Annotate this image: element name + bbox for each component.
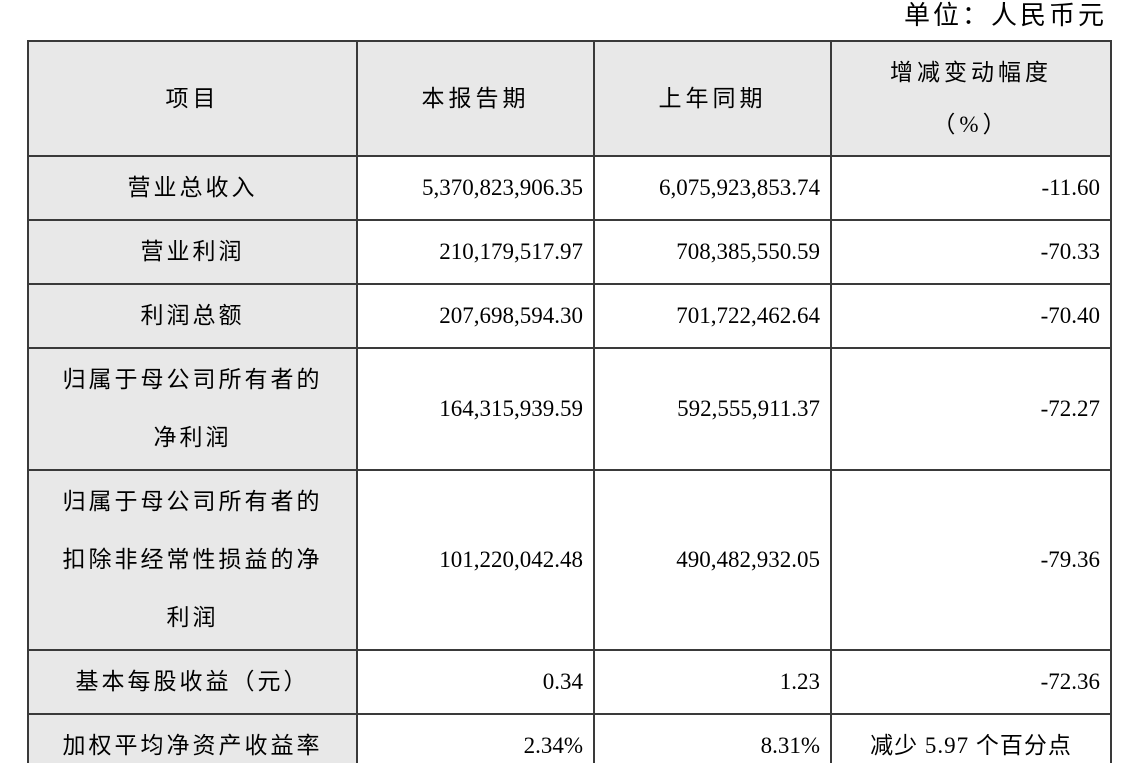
prior-period-cell: 490,482,932.05 xyxy=(593,469,832,651)
financial-summary-table: 项目 本报告期 上年同期 增减变动幅度 （%） 营业总收入 5,370,823,… xyxy=(27,40,1112,763)
prior-period-cell: 1.23 xyxy=(593,649,832,715)
change-cell: 减少 5.97 个百分点 xyxy=(830,713,1112,763)
header-row: 项目 本报告期 上年同期 增减变动幅度 （%） xyxy=(27,40,1112,157)
current-period-cell: 101,220,042.48 xyxy=(356,469,595,651)
table-row: 加权平均净资产收益率 2.34% 8.31% 减少 5.97 个百分点 xyxy=(27,713,1112,763)
item-cell: 归属于母公司所有者的 净利润 xyxy=(27,347,358,471)
prior-period-cell: 6,075,923,853.74 xyxy=(593,155,832,221)
current-period-cell: 0.34 xyxy=(356,649,595,715)
current-period-cell: 2.34% xyxy=(356,713,595,763)
item-cell: 营业总收入 xyxy=(27,155,358,221)
prior-period-cell: 8.31% xyxy=(593,713,832,763)
current-period-cell: 5,370,823,906.35 xyxy=(356,155,595,221)
unit-label: 单位：人民币元 xyxy=(903,1,1107,30)
column-header-change-percent: 增减变动幅度 （%） xyxy=(830,40,1112,157)
table-row: 归属于母公司所有者的 净利润 164,315,939.59 592,555,91… xyxy=(27,347,1112,471)
change-cell: -72.36 xyxy=(830,649,1112,715)
current-period-cell: 210,179,517.97 xyxy=(356,219,595,285)
table-row: 营业利润 210,179,517.97 708,385,550.59 -70.3… xyxy=(27,219,1112,285)
table-body: 营业总收入 5,370,823,906.35 6,075,923,853.74 … xyxy=(27,155,1112,763)
change-cell: -70.40 xyxy=(830,283,1112,349)
table-row: 营业总收入 5,370,823,906.35 6,075,923,853.74 … xyxy=(27,155,1112,221)
change-cell: -11.60 xyxy=(830,155,1112,221)
change-cell: -72.27 xyxy=(830,347,1112,471)
item-cell: 加权平均净资产收益率 xyxy=(27,713,358,763)
item-cell: 基本每股收益（元） xyxy=(27,649,358,715)
current-period-cell: 207,698,594.30 xyxy=(356,283,595,349)
item-cell: 利润总额 xyxy=(27,283,358,349)
column-header-current-period: 本报告期 xyxy=(356,40,595,157)
item-cell: 归属于母公司所有者的 扣除非经常性损益的净 利润 xyxy=(27,469,358,651)
item-cell: 营业利润 xyxy=(27,219,358,285)
prior-period-cell: 701,722,462.64 xyxy=(593,283,832,349)
table-row: 基本每股收益（元） 0.34 1.23 -72.36 xyxy=(27,649,1112,715)
column-header-item: 项目 xyxy=(27,40,358,157)
column-header-prior-period: 上年同期 xyxy=(593,40,832,157)
current-period-cell: 164,315,939.59 xyxy=(356,347,595,471)
change-cell: -70.33 xyxy=(830,219,1112,285)
table-row: 归属于母公司所有者的 扣除非经常性损益的净 利润 101,220,042.48 … xyxy=(27,469,1112,651)
prior-period-cell: 592,555,911.37 xyxy=(593,347,832,471)
table-row: 利润总额 207,698,594.30 701,722,462.64 -70.4… xyxy=(27,283,1112,349)
change-cell: -79.36 xyxy=(830,469,1112,651)
prior-period-cell: 708,385,550.59 xyxy=(593,219,832,285)
